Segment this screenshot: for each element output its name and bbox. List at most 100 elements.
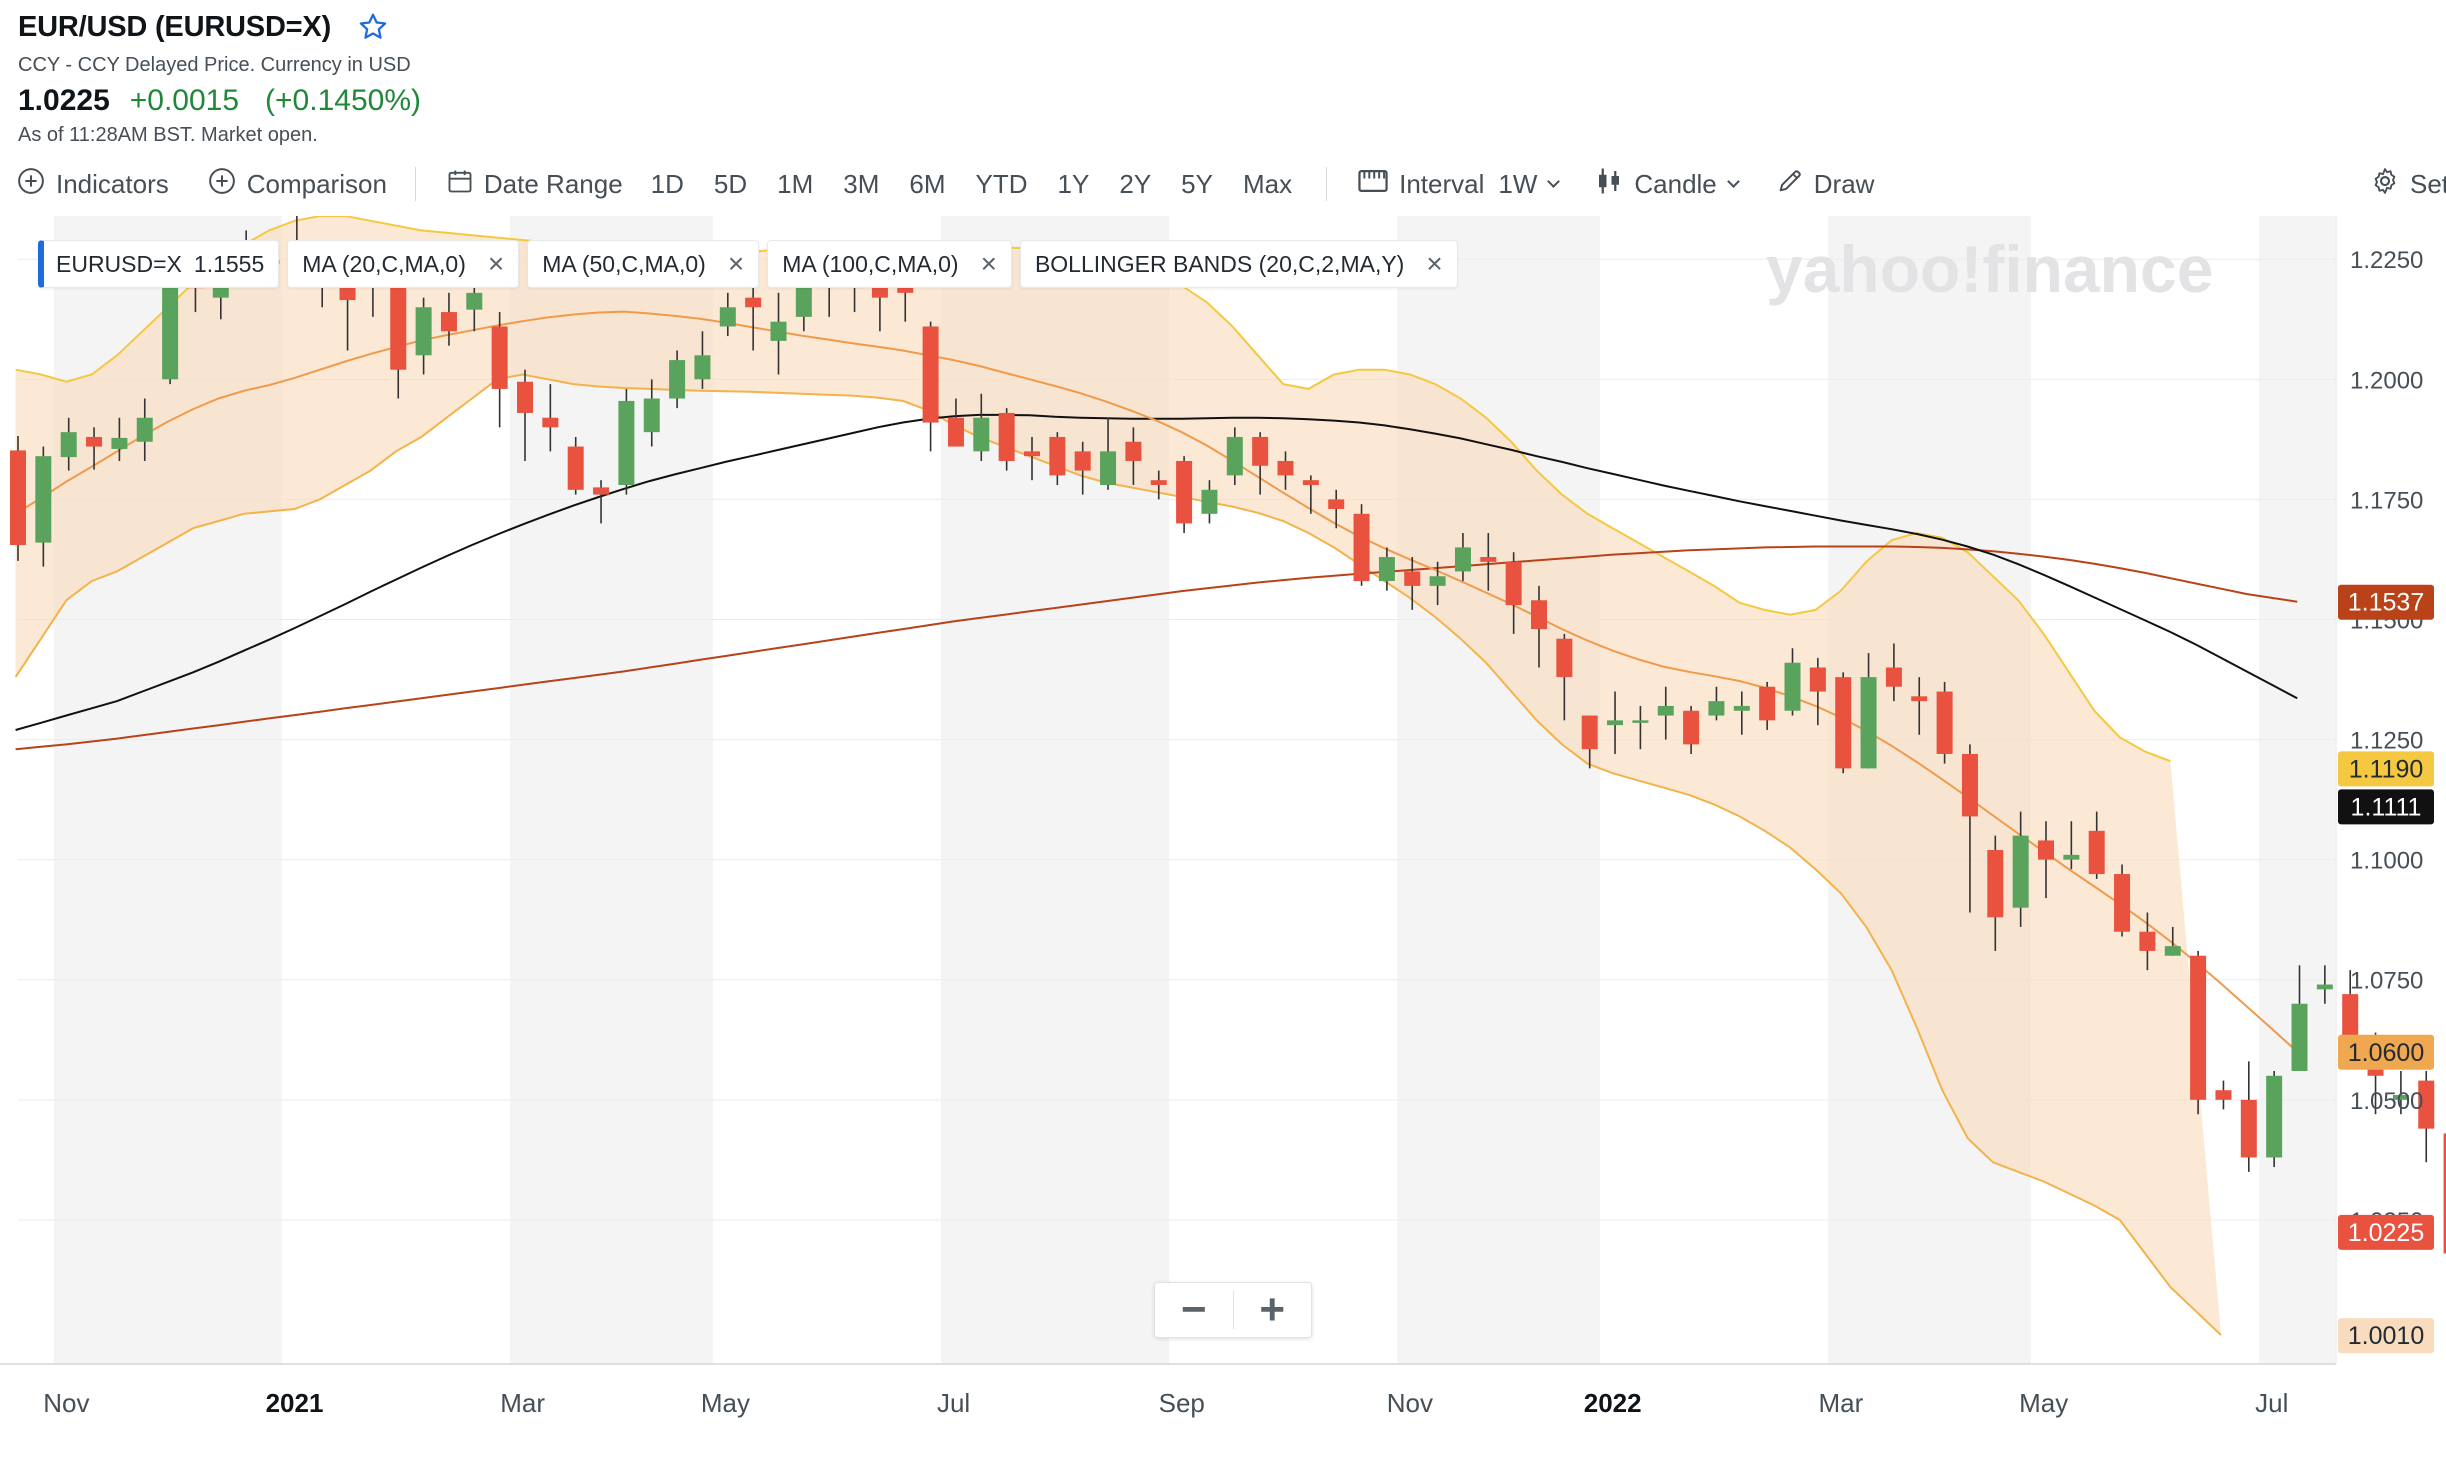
candle-body xyxy=(2215,1090,2232,1100)
candle xyxy=(719,292,736,337)
candle xyxy=(1531,585,1547,668)
legend-ma50-chip[interactable]: MA (50,C,MA,0) × xyxy=(527,240,760,288)
candle-body xyxy=(1809,667,1826,692)
range-6m[interactable]: 6M xyxy=(909,168,946,199)
x-tick-label: 2021 xyxy=(266,1388,324,1418)
range-5y[interactable]: 5Y xyxy=(1181,168,1213,199)
toolbar-divider xyxy=(1326,167,1328,201)
quote-header: EUR/USD (EURUSD=X) CCY - CCY Delayed Pri… xyxy=(18,4,1218,152)
interval-dropdown[interactable]: Interval 1W xyxy=(1357,167,1561,202)
candle-body xyxy=(517,381,533,413)
candle xyxy=(86,427,103,470)
candle xyxy=(2088,811,2105,879)
range-ytd[interactable]: YTD xyxy=(975,168,1028,199)
x-tick-label: 2022 xyxy=(1584,1388,1642,1418)
candle-body xyxy=(1277,460,1294,476)
candle-body xyxy=(1961,753,1978,817)
x-tick-label: Nov xyxy=(1387,1388,1433,1418)
candle-body xyxy=(2038,840,2054,860)
legend-ma20-chip[interactable]: MA (20,C,MA,0) × xyxy=(287,240,520,288)
indicators-label: Indicators xyxy=(56,168,169,199)
chart-type-label: Candle xyxy=(1634,168,1717,199)
price-tag: 1.1537 xyxy=(2338,584,2434,620)
comparison-label: Comparison xyxy=(246,168,387,199)
price-chart[interactable]: yahoo!finance 1.2250 1.2000 1.1750 1.1500 1.… xyxy=(0,216,2446,1458)
candle-body xyxy=(795,278,812,317)
candle xyxy=(2063,821,2080,870)
candle-body xyxy=(694,355,711,380)
candle-body xyxy=(1176,460,1193,524)
legend-bb-chip[interactable]: BOLLINGER BANDS (20,C,2,MA,Y) × xyxy=(1019,240,1458,288)
legend-symbol-chip[interactable]: EURUSD=X 1.1555 xyxy=(38,240,280,288)
candle xyxy=(1100,417,1117,490)
candle xyxy=(2240,1061,2257,1172)
candle xyxy=(1252,432,1269,495)
candle xyxy=(770,292,787,375)
candle xyxy=(1277,451,1294,490)
price-change: +0.0015 xyxy=(129,84,240,117)
zoom-in-button[interactable]: + xyxy=(1259,1285,1286,1334)
candle-body xyxy=(669,360,686,399)
chart-canvas[interactable]: yahoo!finance 1.22501.20001.17501.15001.… xyxy=(0,216,2446,1458)
close-icon[interactable]: × xyxy=(1426,248,1443,279)
settings-button[interactable]: Set xyxy=(2370,166,2446,203)
ma100-line xyxy=(15,545,2298,751)
range-2y[interactable]: 2Y xyxy=(1119,168,1152,199)
yahoo-finance-watermark: yahoo!finance xyxy=(1766,232,2213,306)
candle-body xyxy=(1201,489,1218,514)
candle-body xyxy=(922,326,939,423)
plus-circle-icon xyxy=(207,166,237,203)
range-1m[interactable]: 1M xyxy=(777,168,814,199)
candle-body xyxy=(1226,436,1243,476)
range-1y[interactable]: 1Y xyxy=(1057,168,1090,199)
close-icon[interactable]: × xyxy=(487,248,505,279)
range-max[interactable]: Max xyxy=(1242,168,1293,199)
interval-label: Interval xyxy=(1399,168,1485,199)
candle-body xyxy=(1581,715,1598,750)
candle-body xyxy=(491,326,508,389)
candle-body xyxy=(60,432,77,458)
legend-ma100-chip[interactable]: MA (100,C,MA,0) × xyxy=(767,240,1012,288)
candle xyxy=(60,417,77,471)
x-tick-label: Mar xyxy=(1818,1388,1863,1418)
chart-type-dropdown[interactable]: Candle xyxy=(1594,166,1740,203)
candle xyxy=(1480,533,1497,591)
draw-button[interactable]: Draw xyxy=(1776,167,1874,202)
indicators-button[interactable]: Indicators xyxy=(16,166,169,203)
candle-body xyxy=(1480,557,1497,562)
price-tag: 1.1111 xyxy=(2338,789,2434,825)
price-tag: 1.1190 xyxy=(2338,751,2434,787)
close-icon[interactable]: × xyxy=(980,248,997,279)
star-outline-icon[interactable] xyxy=(357,11,389,43)
date-range-button[interactable]: Date Range xyxy=(446,167,623,202)
candle xyxy=(2012,811,2029,927)
range-1d[interactable]: 1D xyxy=(650,168,684,199)
candle xyxy=(618,388,635,495)
shaded-period xyxy=(509,216,713,1364)
calendar-icon xyxy=(446,167,474,202)
y-tick-label: 1.0500 xyxy=(2350,1088,2423,1115)
candle xyxy=(2215,1080,2232,1110)
candle xyxy=(1074,441,1091,495)
close-icon[interactable]: × xyxy=(727,248,745,279)
candle xyxy=(2392,1070,2409,1115)
price-tag: 1.0600 xyxy=(2338,1034,2434,1070)
candle-body xyxy=(643,398,660,433)
candle xyxy=(1125,427,1142,485)
axes: 1.22501.20001.17501.15001.12501.10001.07… xyxy=(0,247,2423,1418)
price-tag-bg xyxy=(2338,1318,2434,1354)
candle xyxy=(440,292,457,346)
candle xyxy=(1049,432,1066,485)
x-tick-label: Jul xyxy=(2255,1388,2288,1418)
range-3m[interactable]: 3M xyxy=(843,168,880,199)
comparison-button[interactable]: Comparison xyxy=(207,166,387,203)
candle xyxy=(1607,691,1624,754)
candle xyxy=(111,417,128,461)
range-5d[interactable]: 5D xyxy=(713,168,748,199)
candle xyxy=(542,384,559,452)
zoom-out-button[interactable]: − xyxy=(1180,1285,1207,1334)
candle xyxy=(10,435,26,561)
price-tag-text: 1.1111 xyxy=(2351,793,2422,821)
x-tick-label: May xyxy=(2019,1388,2068,1418)
candle-body xyxy=(2088,830,2105,875)
